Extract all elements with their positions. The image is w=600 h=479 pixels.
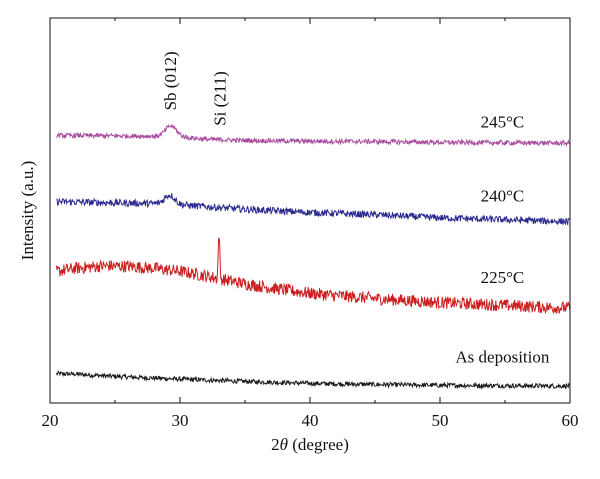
x-tick-label: 40 bbox=[302, 411, 319, 430]
x-tick-label: 60 bbox=[562, 411, 579, 430]
plot-frame bbox=[49, 17, 571, 404]
tick-marks bbox=[49, 18, 571, 403]
peak-annotations: Sb (012) Si (211) bbox=[161, 51, 229, 125]
peak-annotation: Sb (012) bbox=[161, 51, 180, 110]
x-tick-label: 50 bbox=[432, 411, 449, 430]
x-axis-title: 2θ (degree) bbox=[271, 435, 349, 454]
x-tick-labels: 20 30 40 50 60 bbox=[42, 411, 579, 430]
series-labels: 245°C 240°C 225°C As deposition bbox=[455, 112, 549, 366]
y-axis-title: Intensity (a.u.) bbox=[18, 161, 37, 261]
peak-annotation: Si (211) bbox=[211, 71, 230, 126]
series-line-2 bbox=[56, 193, 571, 227]
x-tick-label: 30 bbox=[172, 411, 189, 430]
x-axis-title-suffix: (degree) bbox=[288, 435, 349, 454]
x-axis-title-prefix: 2 bbox=[271, 435, 280, 454]
series-line-1 bbox=[56, 237, 571, 315]
x-axis-title-symbol: θ bbox=[280, 435, 288, 454]
series-layer bbox=[56, 123, 571, 390]
x-tick-label: 20 bbox=[42, 411, 59, 430]
series-label: 225°C bbox=[481, 268, 525, 287]
series-line-0 bbox=[56, 370, 571, 390]
series-label: As deposition bbox=[455, 348, 549, 367]
series-label: 240°C bbox=[481, 187, 525, 206]
series-label: 245°C bbox=[481, 112, 525, 131]
series-line-3 bbox=[56, 123, 571, 148]
